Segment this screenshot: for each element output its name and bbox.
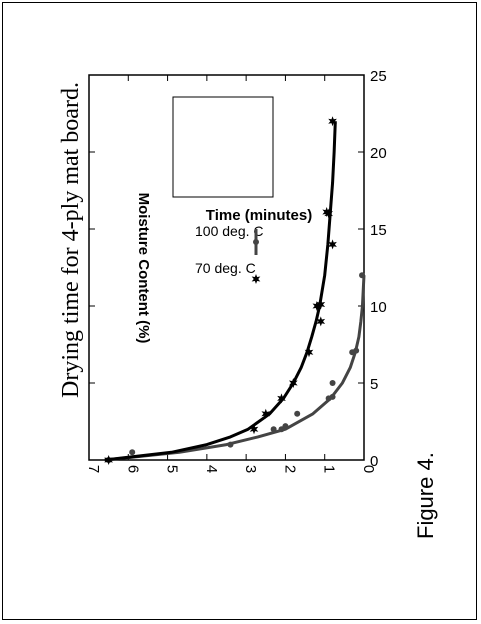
data-point — [261, 408, 271, 419]
data-point — [312, 301, 322, 311]
y-tick-label: 6 — [124, 465, 141, 473]
data-point — [316, 299, 326, 310]
data-point — [288, 378, 298, 388]
data-point — [282, 423, 289, 430]
data-point — [328, 239, 337, 250]
data-point — [353, 347, 360, 354]
data-point — [328, 116, 337, 127]
legend-label: 100 deg. C — [195, 223, 264, 239]
data-point — [316, 316, 326, 327]
y-tick-label: 2 — [281, 465, 298, 473]
data-point — [270, 426, 277, 433]
y-tick-label: 1 — [321, 465, 338, 473]
series-1 — [104, 272, 366, 463]
y-tick-label: 3 — [242, 465, 259, 473]
y-tick-label: 5 — [164, 465, 181, 473]
chart-title: Drying time for 4-ply mat board. — [58, 82, 84, 398]
x-tick-label: 10 — [370, 299, 387, 316]
x-tick-label: 25 — [370, 68, 387, 85]
data-point — [322, 207, 332, 218]
plot-frame — [88, 74, 365, 461]
y-tick-label: 7 — [85, 465, 102, 473]
data-point — [329, 380, 336, 386]
x-tick-label: 0 — [370, 453, 378, 470]
page-frame — [2, 2, 477, 620]
y-axis-label: Moisture Content (%) — [135, 193, 152, 344]
data-point — [277, 393, 286, 404]
data-point — [227, 441, 234, 448]
data-point — [304, 347, 314, 358]
data-point — [129, 449, 136, 456]
data-point — [104, 455, 113, 465]
x-tick-label: 15 — [370, 222, 387, 239]
data-point — [359, 272, 366, 279]
legend-marker — [251, 274, 261, 284]
y-tick-label: 0 — [360, 465, 377, 473]
x-tick-label: 20 — [370, 145, 387, 162]
series-2 — [104, 116, 337, 465]
figure-label: Figure 4. — [413, 452, 438, 539]
legend-marker — [253, 239, 259, 245]
series-fit-curve — [104, 275, 366, 462]
x-tick-label: 5 — [370, 376, 378, 393]
data-point — [249, 424, 259, 435]
x-axis-label: Time (minutes) — [206, 207, 312, 224]
legend-label: 70 deg. C — [195, 260, 256, 276]
y-tick-label: 4 — [203, 465, 220, 473]
data-point — [329, 393, 336, 400]
legend-box — [172, 96, 274, 198]
data-point — [294, 410, 301, 417]
